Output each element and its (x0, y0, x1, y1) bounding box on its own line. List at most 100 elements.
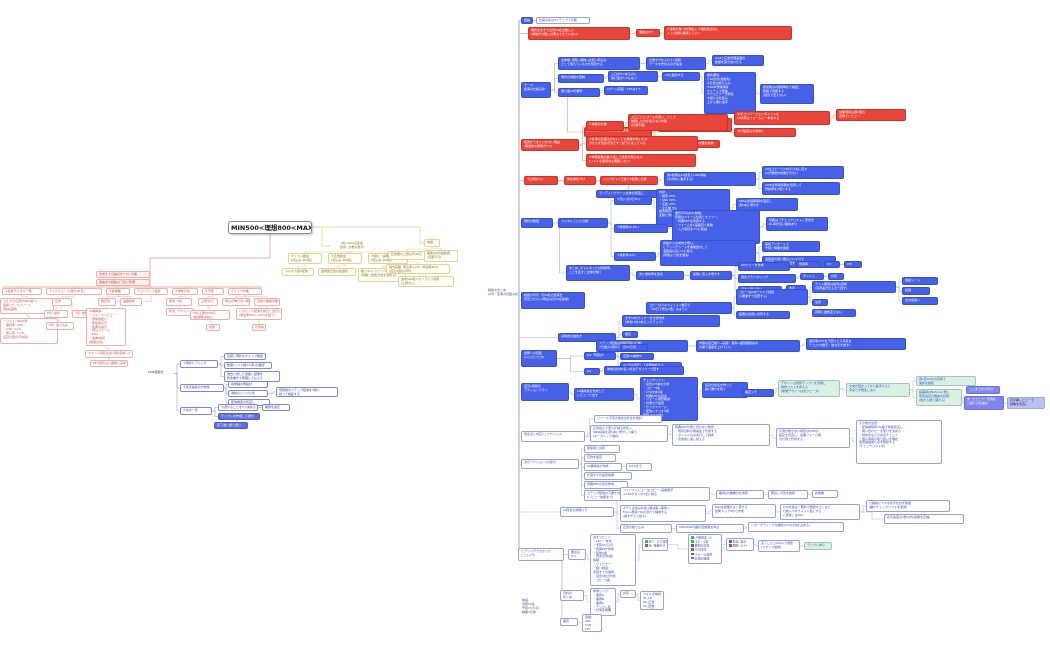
node-b2[interactable]: 現状の導線を図解 (558, 74, 604, 83)
node-o1[interactable]: 広告停止で流入が減る懸念→ SNS投稿を週5本に増やして補う (オーガニック強化) (590, 425, 668, 442)
node-bt3a[interactable]: 補足 (560, 618, 578, 626)
node-cs1[interactable]: ファネルごとに分解 (558, 218, 608, 228)
node-b2bigc[interactable]: 各施策は2週間単位で検証し 数値で判断する (感覚で変えない) (760, 84, 814, 104)
node-na0[interactable]: 次のアクション(今週分) (521, 459, 579, 469)
node-b2big[interactable]: 優先順位: ①LP改善(最優先) ②広告の絞り込み ③LINE登録導線 ④ステップ配信 ⑤… (704, 72, 756, 114)
node-csCc1[interactable]: 事前アンケートで 予算と時期を確認 (762, 241, 820, 252)
node-m0[interactable]: 具体的な進め方 (558, 333, 616, 342)
node-r1[interactable]: 現状のままでは月50名は難しい (導線が分散し計測もできていない) (528, 27, 630, 40)
node-rr1c2[interactable]: まずコンバージョンポイントを LPの申込フォームに一本化する (734, 111, 830, 125)
node-csAc[interactable]: SNSは投稿時間を固定し 週5本に増やす (736, 198, 798, 211)
node-bt2a[interactable]: 資料の まとめ (560, 590, 584, 601)
node-k2[interactable]: チェックリスト: ・競合LP3本の分析 ・コピー3案 ・CTA文言2案 ・特典PDFの目… (640, 377, 698, 421)
node-lq0[interactable]: 広告の絞り込み (620, 524, 672, 533)
node-b3[interactable]: 受け皿LPの要件 (558, 88, 600, 97)
node-bt1[interactable]: 要点は 3つ (568, 549, 586, 560)
node-n1[interactable]: ①現状ヒアリング (180, 360, 218, 368)
node-m1[interactable]: まずLPのワイヤーを今週作成 (参考LPを3本ピックアップ) (622, 315, 720, 327)
node-h7[interactable]: ⑦リスク対策 (228, 288, 262, 295)
node-na3[interactable]: LP構成案の作成 (584, 463, 622, 471)
node-sum[interactable]: 相談の背景: 月50名の集客を 安定させたい(現在は月20名前後) (521, 292, 585, 309)
node-csC[interactable]: ③成約率(5%) (614, 252, 656, 261)
node-h7c1[interactable]: 申込が伸びない時 (222, 298, 250, 306)
node-b1[interactable]: 全体像: 認知→興味→比較→申込の どこで落ちているかを特定する (558, 57, 640, 70)
node-h4[interactable]: ④コンテンツ設計 (134, 288, 168, 295)
node-pf2[interactable]: 各論点の結論は下段に整理 (96, 279, 150, 286)
node-rr1c1[interactable]: 入口ごとにゴールが違い、どこで 離脱したのか追えない状態 (計測不能) (628, 114, 728, 131)
node-mb3[interactable]: 開封率20%を下回ったら件名を テコ入れ(数字・絵文字を試す) (806, 338, 906, 350)
node-cs0[interactable]: 現状の数値 (521, 218, 553, 228)
node-k1[interactable]: LP構成案を作成して レビューに出す (574, 388, 634, 401)
node-t0[interactable]: 結論 (521, 17, 533, 24)
node-rr1c3[interactable]: 効果測定は週1回の 定例でレビュー (836, 109, 906, 121)
node-pf1[interactable]: 達成までの論点を7つに分解 (96, 271, 150, 278)
node-btc2[interactable]: LP構成案 v2 コピー3案 事例の収集 FAQ作成 フォーム改修 計測の確認 (688, 534, 722, 564)
node-n3c3[interactable]: テンプレを作成して送付 (218, 413, 260, 420)
node-m4a[interactable]: 検証シート (902, 277, 938, 285)
node-b3c[interactable]: 1ページ完結・CTAは1つ (604, 86, 648, 95)
node-h3[interactable]: ③訴求軸 (106, 288, 130, 295)
node-m4b[interactable]: 記録 (902, 287, 930, 295)
node-lpc2[interactable]: 顔出し可否を確認 (768, 490, 808, 499)
node-o2[interactable]: 特典PDFが間に合わない場合: ・既存資料の再編集で代用する ・タイトルのみ先行して… (672, 424, 770, 446)
node-h7c3[interactable]: リマインド配信を前日と当日に実施(参加率60%→70%を狙う) (236, 308, 282, 320)
node-n0[interactable]: LINE相談文 (148, 370, 164, 374)
node-p3[interactable]: 過去実績: 申込率1.2%・参加率60% (直近3回の平均) (386, 264, 450, 274)
node-q2[interactable]: Q2 (584, 368, 600, 375)
node-m7[interactable]: 結果は全員に共有する (736, 311, 790, 319)
node-rr0[interactable]: 集客がうまくいかない理由 (構造的な問題が3つ) (521, 139, 579, 151)
node-csB[interactable]: ②登録率(0.8%) (614, 224, 668, 233)
node-btext[interactable]: 前提: 目標50名 予算15万/月 納期7月末 (522, 598, 539, 614)
node-ct0[interactable]: (仮)1000名集客 達成に必要な数字? (339, 241, 365, 249)
node-bt2list[interactable]: 参考リンク: ・事例A ・事例B ・事例C ・テンプレ集 ・計測手順書 (590, 588, 616, 616)
node-bt2b[interactable]: 共有 (620, 590, 636, 598)
node-b0[interactable]: テーマ: 集客の仕組み化 (521, 82, 551, 98)
node-n2c1[interactable]: 訴求軸の再設計 (228, 381, 268, 388)
node-h4c1[interactable]: LP構成案: ・ファーストビュー ・登壇者紹介 ・参加者の声 ・特典の提示 ・申込フォーム… (86, 308, 126, 346)
node-h6c1[interactable]: 上限30万 (198, 298, 218, 306)
node-n1c1[interactable]: 目標と現状のギャップ確認 (224, 353, 266, 360)
node-p0[interactable]: 前提 (424, 239, 440, 247)
node-btc4[interactable]: 完了したらSlackで報告 (スタンプ運用) (758, 540, 800, 552)
node-lp0[interactable]: LP改善の詳細メモ (560, 507, 614, 517)
node-h7chip[interactable]: 代替案 (252, 324, 266, 331)
node-btc3[interactable]: 担当: 自分 期限: 6/14 (726, 538, 754, 551)
node-bt2c[interactable]: フォルダ構成: 01_LP 02_広告 03_配信 04_計測 (640, 591, 664, 610)
node-ch4[interactable]: 週次でモニタリング (738, 274, 796, 283)
node-ch3b[interactable]: CV (824, 261, 840, 268)
node-h3c1[interactable]: 限定性 (98, 298, 116, 306)
node-ch3c[interactable]: LTV (844, 261, 862, 268)
node-n3c4[interactable]: 完了後に振り返り (214, 422, 248, 429)
node-b2c[interactable]: 入口が6つあるのに 受け皿が1つもない (608, 71, 658, 82)
node-lpc5[interactable]: CTA文言は「無料で相談する」など 行動+ベネフィット型にする (「送信」はNG) (780, 504, 860, 520)
node-q1b[interactable]: 広告10/制作5 (620, 353, 654, 360)
node-o3[interactable]: 計測が動かない場合はGTMの 設定を見直し、最悪フォーム側 の計測で代替する (776, 428, 850, 448)
node-h2c1[interactable]: 広告 (52, 298, 72, 306)
node-rr1[interactable]: ①導線の分散 (586, 121, 624, 131)
node-ch4a[interactable]: ダッシュ (800, 273, 824, 280)
node-lp2[interactable]: ボディは悩み共感→解決策→事例→ FAQ→再度CTAの流れで構成する (長すぎたら削… (620, 505, 706, 522)
node-n3[interactable]: ③次の一歩 (180, 407, 212, 415)
node-bt0[interactable]: ヒアリングで分かった こと(メモ) (518, 548, 564, 561)
node-n2c2[interactable]: 導線のシンプル化 (228, 390, 268, 397)
node-h5[interactable]: ⑤体制分担 (172, 288, 198, 295)
node-h5c1[interactable]: 運営: 2名 (166, 298, 192, 306)
node-n3c1[interactable]: 今週やることを1つ決める (218, 404, 258, 411)
node-o4[interactable]: その他の注意: ・配信解除率1%超で頻度見直し ・問い合わせ一次受けを決める ・特商法… (856, 420, 942, 464)
node-mb2[interactable]: 内容は自己紹介→実績・事例→個別相談案内 の順で温度を上げていく (696, 340, 800, 352)
node-ch3[interactable]: KPIツリーを作成 (738, 262, 790, 271)
node-g3[interactable]: 議事録はNotionに残し 意思決定の理由を記録 (後から振り返れる) (916, 389, 962, 406)
node-q0[interactable]: 質問への回答 (いただいた分) (521, 350, 557, 367)
node-na1[interactable]: 関係者に共有 (584, 445, 620, 453)
node-g4[interactable]: ここまでが今月分 (966, 386, 1000, 394)
node-lpc6[interactable]: 公開前にスマホ表示を必ず確認 (崩れチェックリストを使用) (866, 500, 950, 512)
node-n2[interactable]: ②改善提案の方向性 (180, 384, 224, 392)
node-b1c[interactable]: 計測タグを入れて1週間 データを貯めるのが先決 (646, 57, 706, 70)
node-o0[interactable]: 懸念点と対応(リスクヘッジ) (521, 431, 585, 442)
node-h6[interactable]: ⑥予算 (202, 288, 224, 295)
node-btg[interactable]: テンプレあり (804, 542, 832, 550)
node-csA[interactable]: ①流入(月3万PV) (614, 196, 652, 205)
node-q1a[interactable]: 月15万円 (620, 344, 648, 351)
node-b1cc[interactable]: GA4と広告管理画面の 数値を突き合わせる (712, 55, 764, 66)
node-btlist[interactable]: 決まったこと: ・LPへ一本化 ・予算15万/月 ・特典PDF作成 ・配信3通 ・週次定例… (590, 534, 636, 586)
